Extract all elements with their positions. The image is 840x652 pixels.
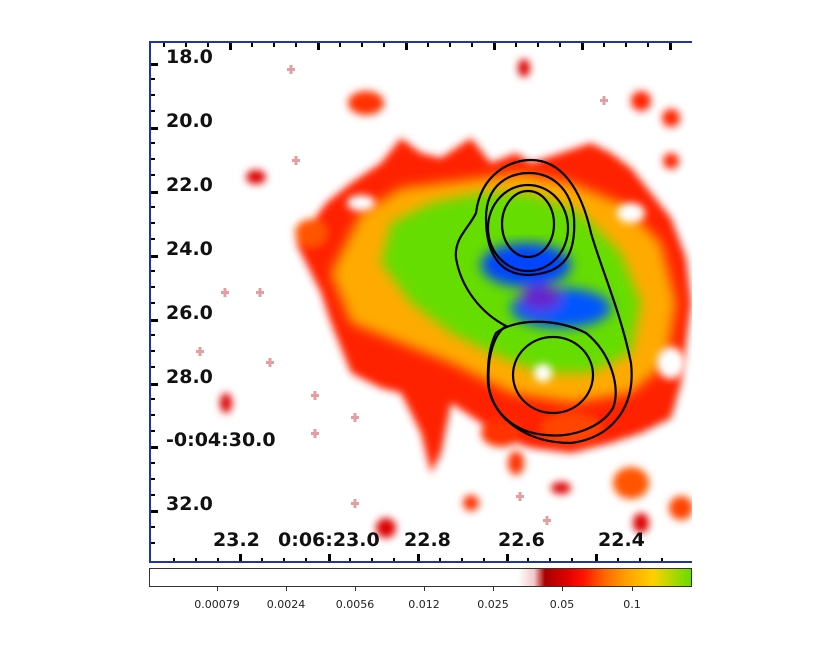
colorbar-gradient [150,569,691,586]
colorbar-tick [217,587,218,591]
x-tick-label: 23.2 [213,529,260,551]
y-tick-label: 32.0 [166,493,213,515]
colorbar-tick [355,587,356,591]
y-tick-label: 24.0 [166,238,213,260]
y-tick-label: 22.0 [166,174,213,196]
x-tick-label: 0:06:23.0 [278,529,380,551]
colorbar-label: 0.025 [477,598,509,611]
colorbar-tick [286,587,287,591]
y-tick-label: 26.0 [166,302,213,324]
x-tick-label: 22.6 [498,529,545,551]
colorbar-label: 0.012 [408,598,440,611]
y-tick-label: -0:04:30.0 [166,429,276,451]
colorbar-label: 0.1 [623,598,641,611]
colorbar-tick [424,587,425,591]
colorbar-label: 0.0056 [335,598,375,611]
x-tick-label: 22.4 [598,529,645,551]
y-tick-label: 18.0 [166,46,213,68]
y-tick-label: 28.0 [166,366,213,388]
colorbar-label: 0.05 [549,598,575,611]
colorbar-tick [632,587,633,591]
colorbar-label: 0.00079 [194,598,240,611]
colorbar [149,568,692,587]
colorbar-tick [493,587,494,591]
colorbar-tick [562,587,563,591]
colorbar-label: 0.0024 [266,598,306,611]
heatmap-image [151,43,692,561]
x-tick-label: 22.8 [404,529,451,551]
y-tick-label: 20.0 [166,110,213,132]
image-plot-area [149,41,692,563]
